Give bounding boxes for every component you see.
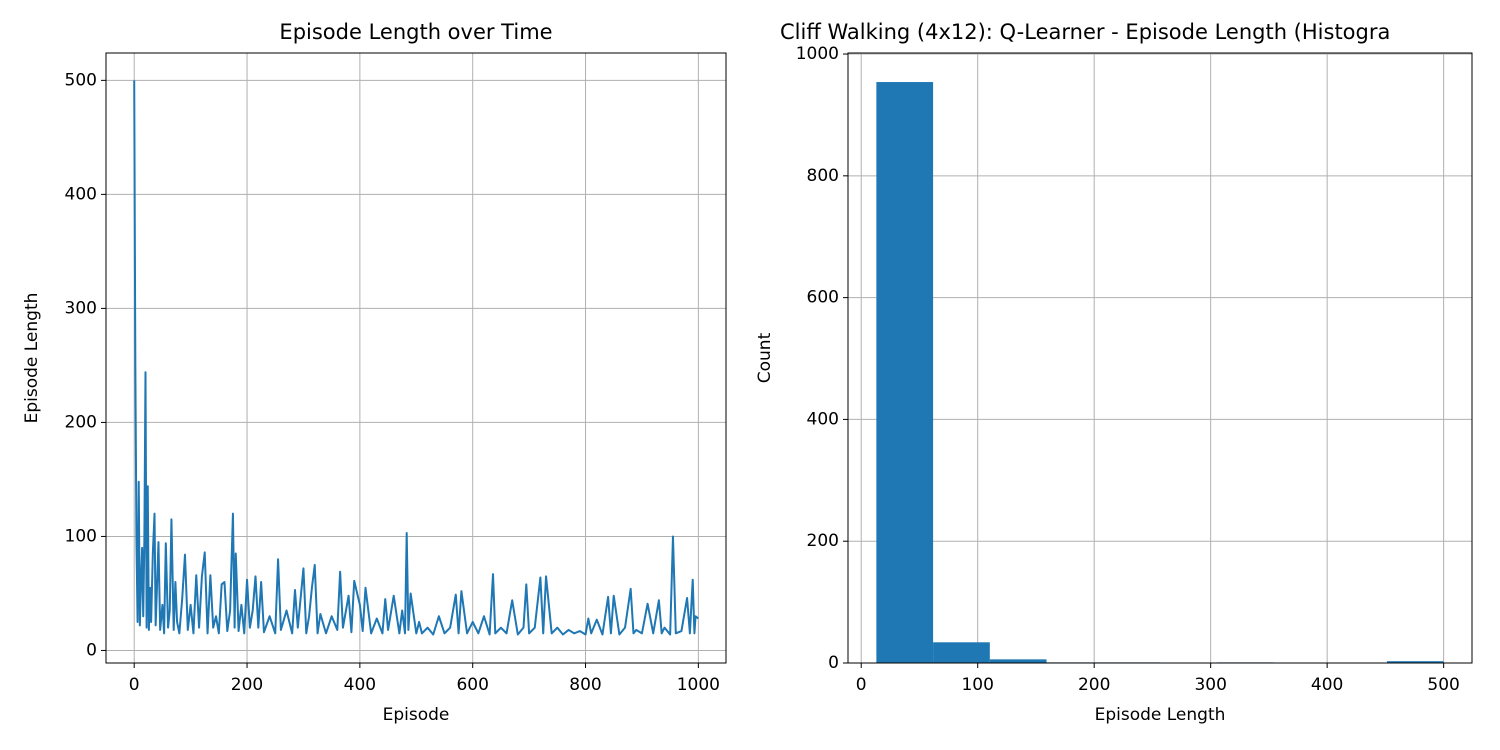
y-tick-label: 400 [65,184,97,204]
y-tick-label: 300 [65,298,97,318]
x-tick-label: 300 [1194,675,1226,695]
y-tick-label: 800 [807,166,839,186]
x-tick-label: 0 [129,675,140,695]
y-axis-label: Episode Length [22,293,42,424]
chart-title: Cliff Walking (4x12): Q-Learner - Episod… [780,20,1390,44]
histogram-bar [876,82,934,664]
y-tick-label: 600 [807,288,839,308]
x-axis-label: Episode Length [1095,705,1226,725]
y-tick-label: 100 [65,526,97,546]
x-tick-label: 600 [456,675,488,695]
histogram-bar [989,659,1047,663]
y-tick-label: 400 [807,409,839,429]
y-tick-label: 0 [828,653,839,673]
y-tick-label: 500 [65,70,97,90]
x-tick-label: 500 [1427,675,1459,695]
y-axis-label: Count [755,332,775,383]
x-axis-label: Episode [383,705,450,725]
chart-title: Episode Length over Time [279,20,552,44]
axes-frame [105,52,727,664]
x-tick-label: 200 [231,675,263,695]
y-tick-label: 1000 [796,44,839,64]
x-tick-label: 1000 [677,675,720,695]
histogram-bar [1386,661,1444,663]
x-tick-label: 100 [961,675,993,695]
y-tick-label: 200 [807,531,839,551]
x-tick-label: 200 [1078,675,1110,695]
x-tick-label: 400 [344,675,376,695]
y-tick-label: 200 [65,412,97,432]
x-tick-label: 0 [856,675,867,695]
histogram-bar [933,642,990,663]
x-tick-label: 800 [569,675,601,695]
axes-frame [847,52,1473,664]
x-tick-label: 400 [1311,675,1343,695]
y-tick-label: 0 [86,640,97,660]
data-line [133,80,699,636]
